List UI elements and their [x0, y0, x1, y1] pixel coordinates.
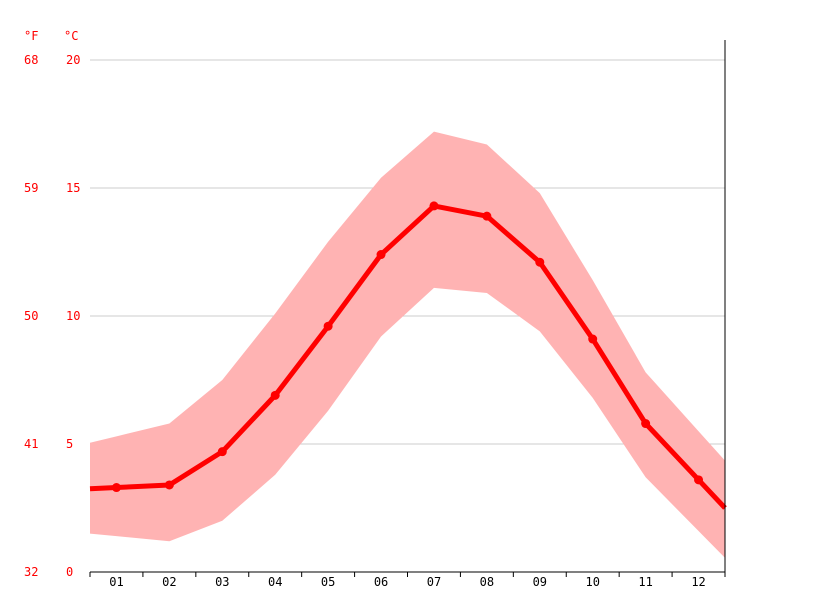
month-tick-label: 05 — [321, 575, 335, 589]
celsius-tick-label: 15 — [66, 181, 80, 195]
month-tick-label: 02 — [162, 575, 176, 589]
month-tick-label: 10 — [585, 575, 599, 589]
month-tick-label: 11 — [638, 575, 652, 589]
data-point — [588, 334, 598, 344]
fahrenheit-tick-label: 32 — [24, 565, 38, 579]
temperature-series — [89, 201, 727, 510]
temperature-line — [89, 203, 727, 510]
axis-labels: °F °C 0 32 5 41 10 50 15 59 20 68 01 02 03 04 05 06 07 08… — [24, 29, 706, 589]
data-point — [482, 211, 492, 221]
celsius-unit-label: °C — [64, 29, 78, 43]
data-point — [535, 257, 545, 267]
month-tick-label: 08 — [480, 575, 494, 589]
fahrenheit-tick-label: 50 — [24, 309, 38, 323]
month-tick-label: 06 — [374, 575, 388, 589]
month-tick-label: 12 — [691, 575, 705, 589]
month-tick-label: 09 — [533, 575, 547, 589]
data-point — [641, 419, 651, 429]
fahrenheit-tick-label: 59 — [24, 181, 38, 195]
data-point — [376, 250, 386, 260]
temperature-range-band — [90, 131, 725, 558]
data-point — [164, 480, 174, 490]
celsius-tick-label: 0 — [66, 565, 73, 579]
fahrenheit-tick-label: 68 — [24, 53, 38, 67]
data-point — [217, 447, 227, 457]
fahrenheit-tick-label: 41 — [24, 437, 38, 451]
data-point — [323, 321, 333, 331]
celsius-tick-label: 5 — [66, 437, 73, 451]
data-point — [694, 475, 704, 485]
data-point — [270, 390, 280, 400]
data-point — [111, 483, 121, 493]
month-tick-label: 04 — [268, 575, 282, 589]
month-tick-label: 01 — [109, 575, 123, 589]
fahrenheit-unit-label: °F — [24, 29, 38, 43]
temperature-band — [90, 131, 725, 558]
month-tick-label: 07 — [427, 575, 441, 589]
month-tick-label: 03 — [215, 575, 229, 589]
axes — [89, 40, 726, 577]
celsius-tick-label: 10 — [66, 309, 80, 323]
celsius-tick-label: 20 — [66, 53, 80, 67]
data-point — [429, 201, 439, 211]
